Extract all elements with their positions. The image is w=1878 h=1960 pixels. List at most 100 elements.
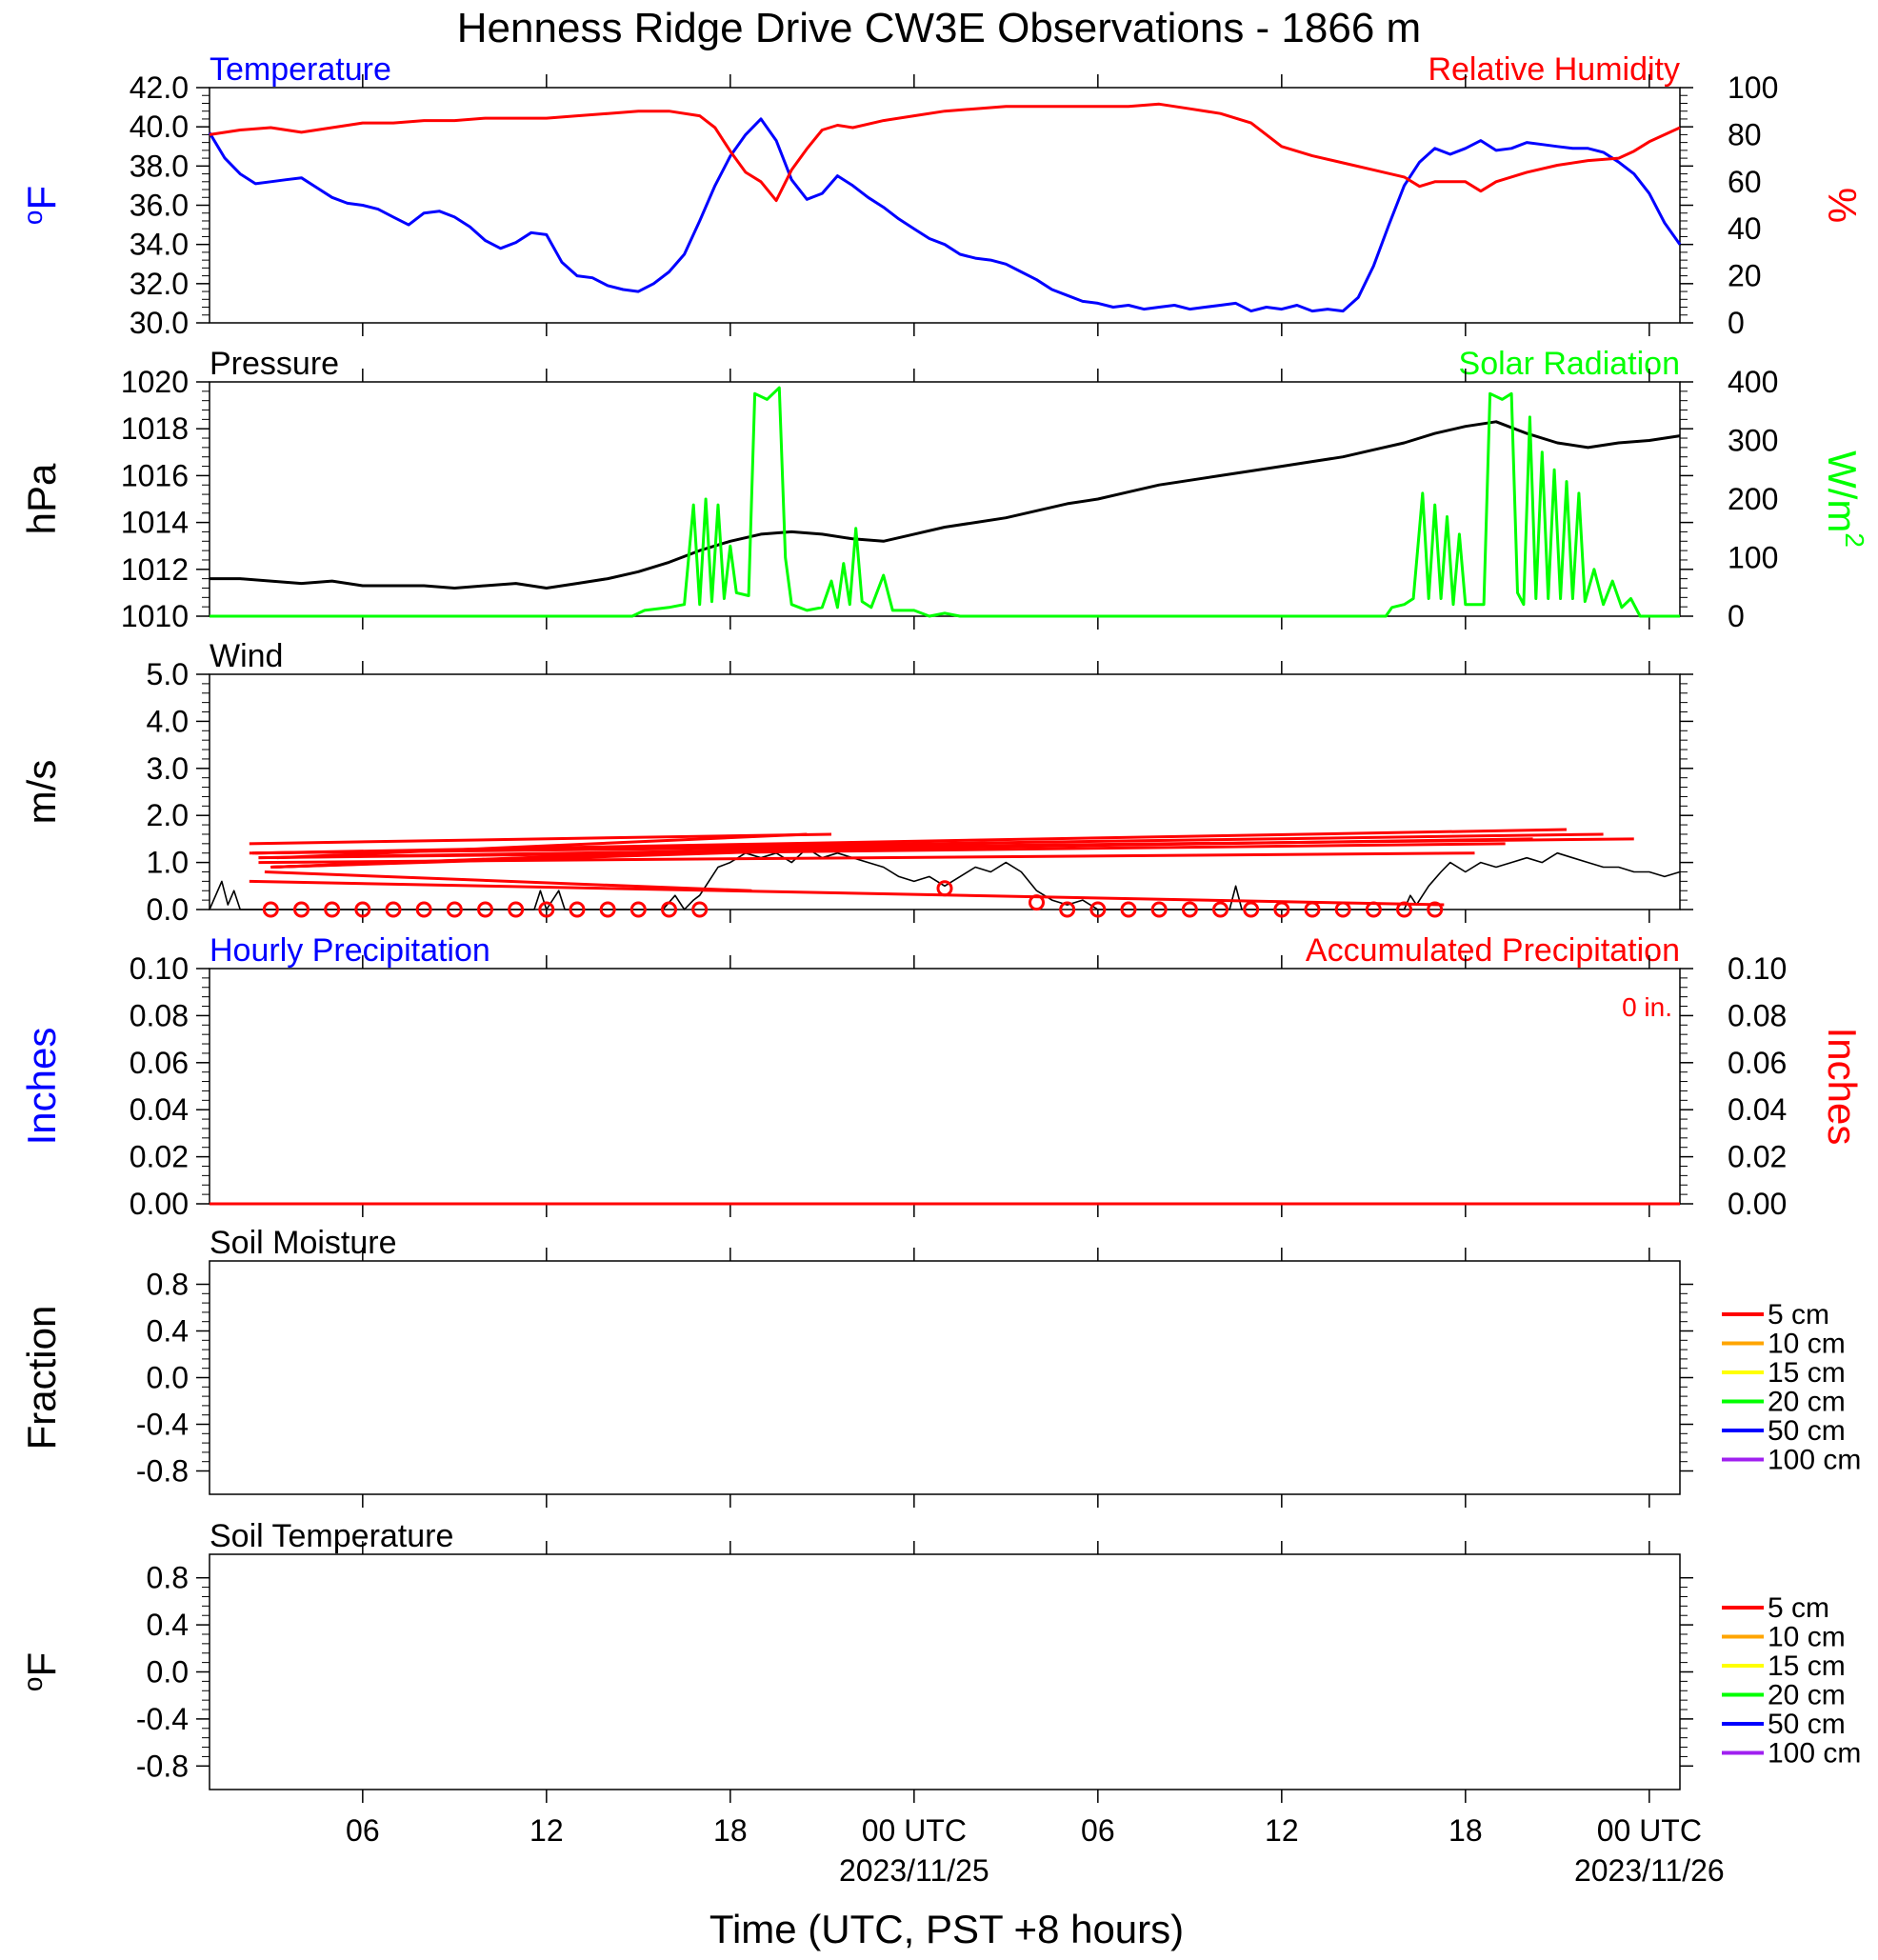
y-right-tick-label: 20 (1728, 259, 1762, 293)
y-left-tick-label: 0.06 (130, 1046, 189, 1080)
plot-frame (209, 381, 1681, 617)
y-right-tick-label: 0.04 (1728, 1092, 1787, 1127)
legend-label: 10 cm (1768, 1329, 1846, 1360)
x-tick-date-label: 2023/11/26 (1574, 1853, 1725, 1888)
calm-wind-marker (354, 901, 371, 918)
panel-title-left: Hourly Precipitation (210, 932, 490, 969)
calm-wind-marker (415, 901, 432, 918)
y-left-tick-label: 0.8 (147, 1268, 189, 1302)
y-right-tick-label: 0.02 (1728, 1140, 1787, 1174)
panel-wind: Wind 5.0 4.0 3.0 2.0 1.0 0.0 m/s (19, 638, 1693, 927)
y-left-tick-label: 30.0 (130, 306, 189, 340)
calm-wind-marker (385, 901, 402, 918)
y-right-tick-label: 0.10 (1728, 951, 1787, 986)
calm-wind-marker (538, 901, 555, 918)
y-left-tick-label: 32.0 (130, 267, 189, 301)
calm-wind-marker (1029, 894, 1045, 911)
degree-mark: o (18, 1677, 48, 1692)
y-left-tick-label: 3.0 (147, 751, 189, 786)
y-left-tick-label: 0.0 (147, 892, 189, 927)
calm-wind-marker (569, 901, 586, 918)
y-left-tick-label: 38.0 (130, 149, 189, 183)
panel-title-left: Temperature (210, 51, 391, 88)
calm-wind-marker (1181, 901, 1198, 918)
calm-wind-marker (446, 901, 463, 918)
y-left-axis-label: hPa (19, 463, 64, 534)
panel-title-left: Soil Temperature (210, 1518, 453, 1554)
legend-label: 100 cm (1768, 1738, 1861, 1770)
x-tick-date-label: 2023/11/25 (839, 1853, 989, 1888)
series-pressure (210, 420, 1681, 590)
x-tick-label: 12 (529, 1813, 564, 1848)
y-right-tick-label: 0.06 (1728, 1046, 1787, 1080)
y-left-tick-label: 5.0 (147, 657, 189, 691)
panel-title-right: Relative Humidity (1428, 51, 1680, 88)
calm-wind-marker (1150, 901, 1168, 918)
y-left-tick-label: 2.0 (147, 798, 189, 832)
y-right-tick-label: 100 (1728, 70, 1778, 105)
y-left-tick-label: 0.02 (130, 1140, 189, 1174)
series-temperature (208, 117, 1682, 313)
wind-barb (276, 832, 808, 860)
series-wind-speed (209, 848, 1681, 910)
y-left-tick-label: 40.0 (130, 110, 189, 144)
calm-wind-marker (936, 880, 953, 897)
series-solar-radiation (210, 386, 1680, 618)
y-right-tick-label: 400 (1728, 365, 1778, 399)
wind-barb (249, 832, 832, 846)
y-left-tick-label: 0.4 (147, 1314, 189, 1349)
y-right-unit: % (1820, 188, 1865, 223)
y-left-tick-label: 0.0 (147, 1361, 189, 1395)
y-right-tick-label: 60 (1728, 165, 1762, 199)
y-left-axis-label: oF (18, 1652, 64, 1691)
x-tick-label: 06 (346, 1813, 380, 1848)
series-relative-humidity (209, 102, 1681, 203)
y-left-tick-label: 0.00 (130, 1187, 189, 1221)
calm-wind-marker (508, 901, 525, 918)
calm-wind-marker (1212, 901, 1229, 918)
y-right-tick-label: 80 (1728, 117, 1762, 151)
y-left-tick-label: -0.4 (136, 1408, 189, 1442)
y-right-tick-label: 0.00 (1728, 1187, 1787, 1221)
wind-barb (258, 851, 1475, 865)
panel-title-left: Soil Moisture (210, 1225, 397, 1261)
y-left-tick-label: 4.0 (147, 704, 189, 738)
calm-wind-marker (1273, 901, 1290, 918)
y-left-tick-label: 0.10 (130, 951, 189, 986)
calm-wind-marker (1089, 901, 1107, 918)
panel-annotation: 0 in. (1622, 992, 1672, 1022)
y-left-tick-label: 34.0 (130, 228, 189, 262)
x-axis-label: Time (UTC, PST +8 hours) (709, 1907, 1184, 1951)
calm-wind-marker (1396, 901, 1412, 918)
y-left-tick-label: -0.4 (136, 1702, 189, 1736)
legend-label: 50 cm (1768, 1709, 1846, 1740)
panel-title-left: Wind (210, 638, 283, 674)
x-tick-label: 00 UTC (862, 1813, 967, 1848)
degree-mark: o (18, 210, 48, 226)
unit-letter: F (19, 1652, 64, 1677)
legend-label: 5 cm (1768, 1592, 1829, 1624)
y-left-axis-label: oF (18, 186, 64, 225)
y-left-tick-label: 0.04 (130, 1092, 189, 1127)
legend-label: 15 cm (1768, 1357, 1846, 1389)
calm-wind-marker (262, 901, 279, 918)
calm-wind-marker (629, 901, 647, 918)
y-left-tick-label: 1012 (121, 552, 189, 587)
x-tick-label: 06 (1081, 1813, 1115, 1848)
x-tick-label: 00 UTC (1597, 1813, 1702, 1848)
y-left-axis-label: m/s (19, 760, 64, 825)
y-left-tick-label: 36.0 (130, 189, 189, 223)
x-tick-label: 18 (1448, 1813, 1483, 1848)
y-left-tick-label: 0.4 (147, 1608, 189, 1642)
calm-wind-marker (1304, 901, 1321, 918)
panel-title-right: Solar Radiation (1459, 346, 1680, 382)
plot-frame (209, 1260, 1681, 1495)
calm-wind-marker (691, 901, 709, 918)
y-right-unit: W/m (1820, 450, 1865, 532)
calm-wind-marker (1427, 901, 1444, 918)
x-tick-label: 18 (713, 1813, 748, 1848)
calm-wind-marker (1243, 901, 1260, 918)
wind-barb (264, 870, 752, 892)
calm-wind-marker (1365, 901, 1382, 918)
panel-soil_moisture: Soil Moisture 0.8 0.4 0.0 -0.4 -0.8 Fraction 5 … (19, 1225, 1861, 1508)
